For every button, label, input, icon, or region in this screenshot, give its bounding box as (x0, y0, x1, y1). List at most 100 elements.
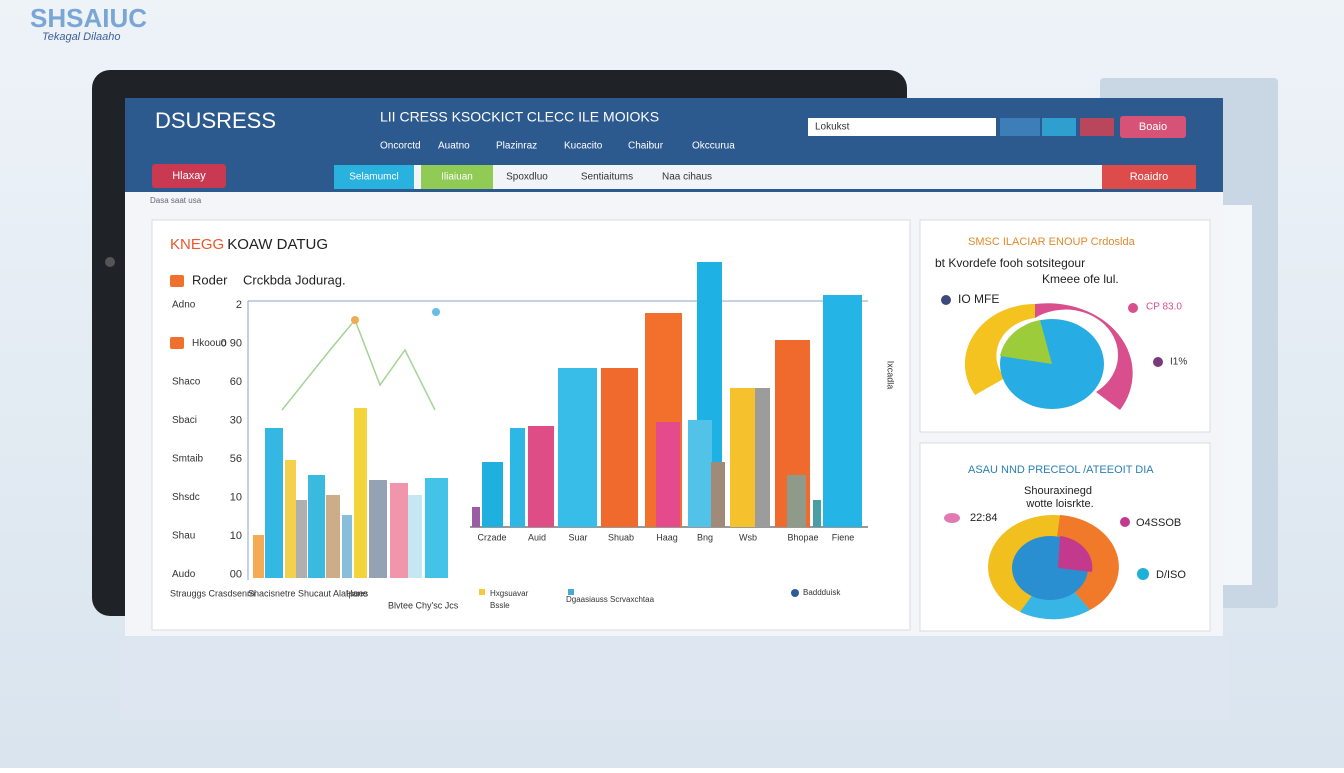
side-label: 22:84 (970, 512, 998, 524)
side-title: SMSC ILACIAR ENOUP Crdoslda (968, 236, 1136, 248)
header-title: LII CRESS KSOCKICT CLECC ILE MOIOKS (380, 109, 659, 125)
side-title: ASAU NND PRECEOL /ATEEOIT DIA (968, 464, 1154, 476)
legend-swatch (568, 589, 574, 595)
nav-item[interactable]: Kucacito (564, 141, 603, 152)
x-label: Fiene (832, 532, 855, 542)
footer-text: Bssle (490, 601, 510, 610)
bar (558, 368, 597, 527)
side-subtitle: Shouraxinegd (1024, 485, 1092, 497)
toolbar-button[interactable] (1102, 165, 1196, 189)
y-label-name: Hkoouo (192, 338, 227, 349)
tab-text: Iliaiuan (441, 172, 473, 183)
tab[interactable] (421, 165, 493, 189)
nav-item[interactable]: Oncorctd (380, 141, 421, 152)
trend-dot (432, 308, 440, 316)
pie-slice (964, 303, 1035, 395)
footer-text: Hxgsuavar (490, 589, 529, 598)
y-label-name: Audo (172, 569, 196, 580)
pie (964, 303, 1133, 410)
bar (326, 495, 340, 578)
pie-slice (1035, 303, 1133, 410)
y-label-value: 10 (230, 491, 242, 503)
logo-title: SHSAIUC (30, 3, 147, 33)
title-main: KOAW DATUG (227, 236, 328, 253)
tab-text[interactable]: Naa cihaus (662, 172, 712, 183)
y-label-value: 30 (230, 414, 242, 426)
y-label-value: 0 90 (221, 337, 242, 349)
bar (823, 295, 862, 527)
trend-line (281, 318, 436, 411)
side-subtitle: wotte loisrkte. (1025, 498, 1093, 510)
x-labels: Crzade Auid Suar Shuab Haag Bng Wsb Bhopae Fiene (477, 532, 854, 542)
bar (265, 428, 283, 578)
bar (482, 462, 503, 527)
side-label: O4SSOB (1136, 517, 1181, 529)
side-label: D/ISO (1156, 569, 1186, 581)
bar (813, 500, 821, 527)
header-button[interactable] (1120, 116, 1186, 138)
bar (787, 475, 806, 527)
bar (408, 495, 422, 578)
legend-text: Crckbda Jodurag. (243, 272, 346, 287)
y-label-name: Sbaci (172, 415, 197, 426)
legend-swatch (170, 337, 184, 349)
side-label: Ixcadla (886, 361, 896, 390)
footer-text: Shacisnetre Shucaut Alatpoes (248, 588, 369, 598)
x-label: Haag (656, 532, 678, 542)
y-label-value: 56 (230, 453, 242, 465)
legend-dot (791, 589, 799, 597)
tab-text[interactable]: Sentiaitums (581, 172, 633, 183)
nav-item[interactable]: Okccurua (692, 141, 735, 152)
x-label: Bhopae (787, 532, 818, 542)
toolbar-button[interactable] (152, 164, 226, 188)
bar (369, 480, 387, 578)
y-label-name: Shaco (172, 377, 201, 388)
breadcrumb: Dasa saat usa (150, 196, 202, 205)
tab-text: Selamumcl (349, 172, 398, 183)
legend-dot (944, 513, 960, 523)
toolbar-button-text: Hlaxay (172, 170, 206, 182)
bar (390, 483, 408, 578)
y-label-name: Shsdc (172, 492, 200, 503)
icon-button[interactable] (1042, 118, 1076, 136)
toolbar-button-text: Roaidro (1130, 171, 1169, 183)
nav-item[interactable]: Chaibur (628, 141, 664, 152)
legend-swatch (479, 589, 485, 595)
bar (711, 462, 725, 527)
x-label: Auid (528, 532, 546, 542)
y-label-value: 2 (236, 299, 242, 311)
footer-text: Hane (346, 588, 368, 598)
y-label-value: 60 (230, 376, 242, 388)
nav-item[interactable]: Plazinraz (496, 141, 537, 152)
logo-subtitle: Tekagal Dilaaho (42, 31, 120, 43)
brand: DSUSRESS (155, 108, 276, 133)
bar (755, 388, 770, 527)
bar (472, 507, 480, 527)
bar (308, 475, 325, 578)
legend-dot (941, 295, 951, 305)
bar (296, 500, 307, 578)
icon-button[interactable] (1000, 118, 1040, 136)
bar (528, 426, 554, 527)
footer-text: Strauggs Crasdsenrn (170, 588, 255, 598)
icon-button[interactable] (1080, 118, 1114, 136)
x-label: Shuab (608, 532, 634, 542)
legend-dot (1153, 357, 1163, 367)
left-bars (253, 308, 448, 578)
side-label: I1% (1170, 357, 1187, 368)
pie (988, 515, 1119, 620)
tab-text[interactable]: Spoxdluo (506, 172, 548, 183)
reflection (120, 640, 1230, 720)
nav-item[interactable]: Auatno (438, 141, 470, 152)
x-label: Wsb (739, 532, 757, 542)
bar (510, 428, 525, 527)
y-label-value: 00 (230, 568, 242, 580)
legend-text: Roder (192, 272, 228, 287)
search-box[interactable] (808, 118, 996, 136)
side-subtitle: Kmeee ofe lul. (1042, 272, 1119, 286)
pie-slice (1000, 320, 1052, 364)
y-label-name: Shau (172, 531, 195, 542)
tab[interactable] (334, 165, 414, 189)
main-title: KNEGG KOAW DATUG (170, 236, 328, 253)
